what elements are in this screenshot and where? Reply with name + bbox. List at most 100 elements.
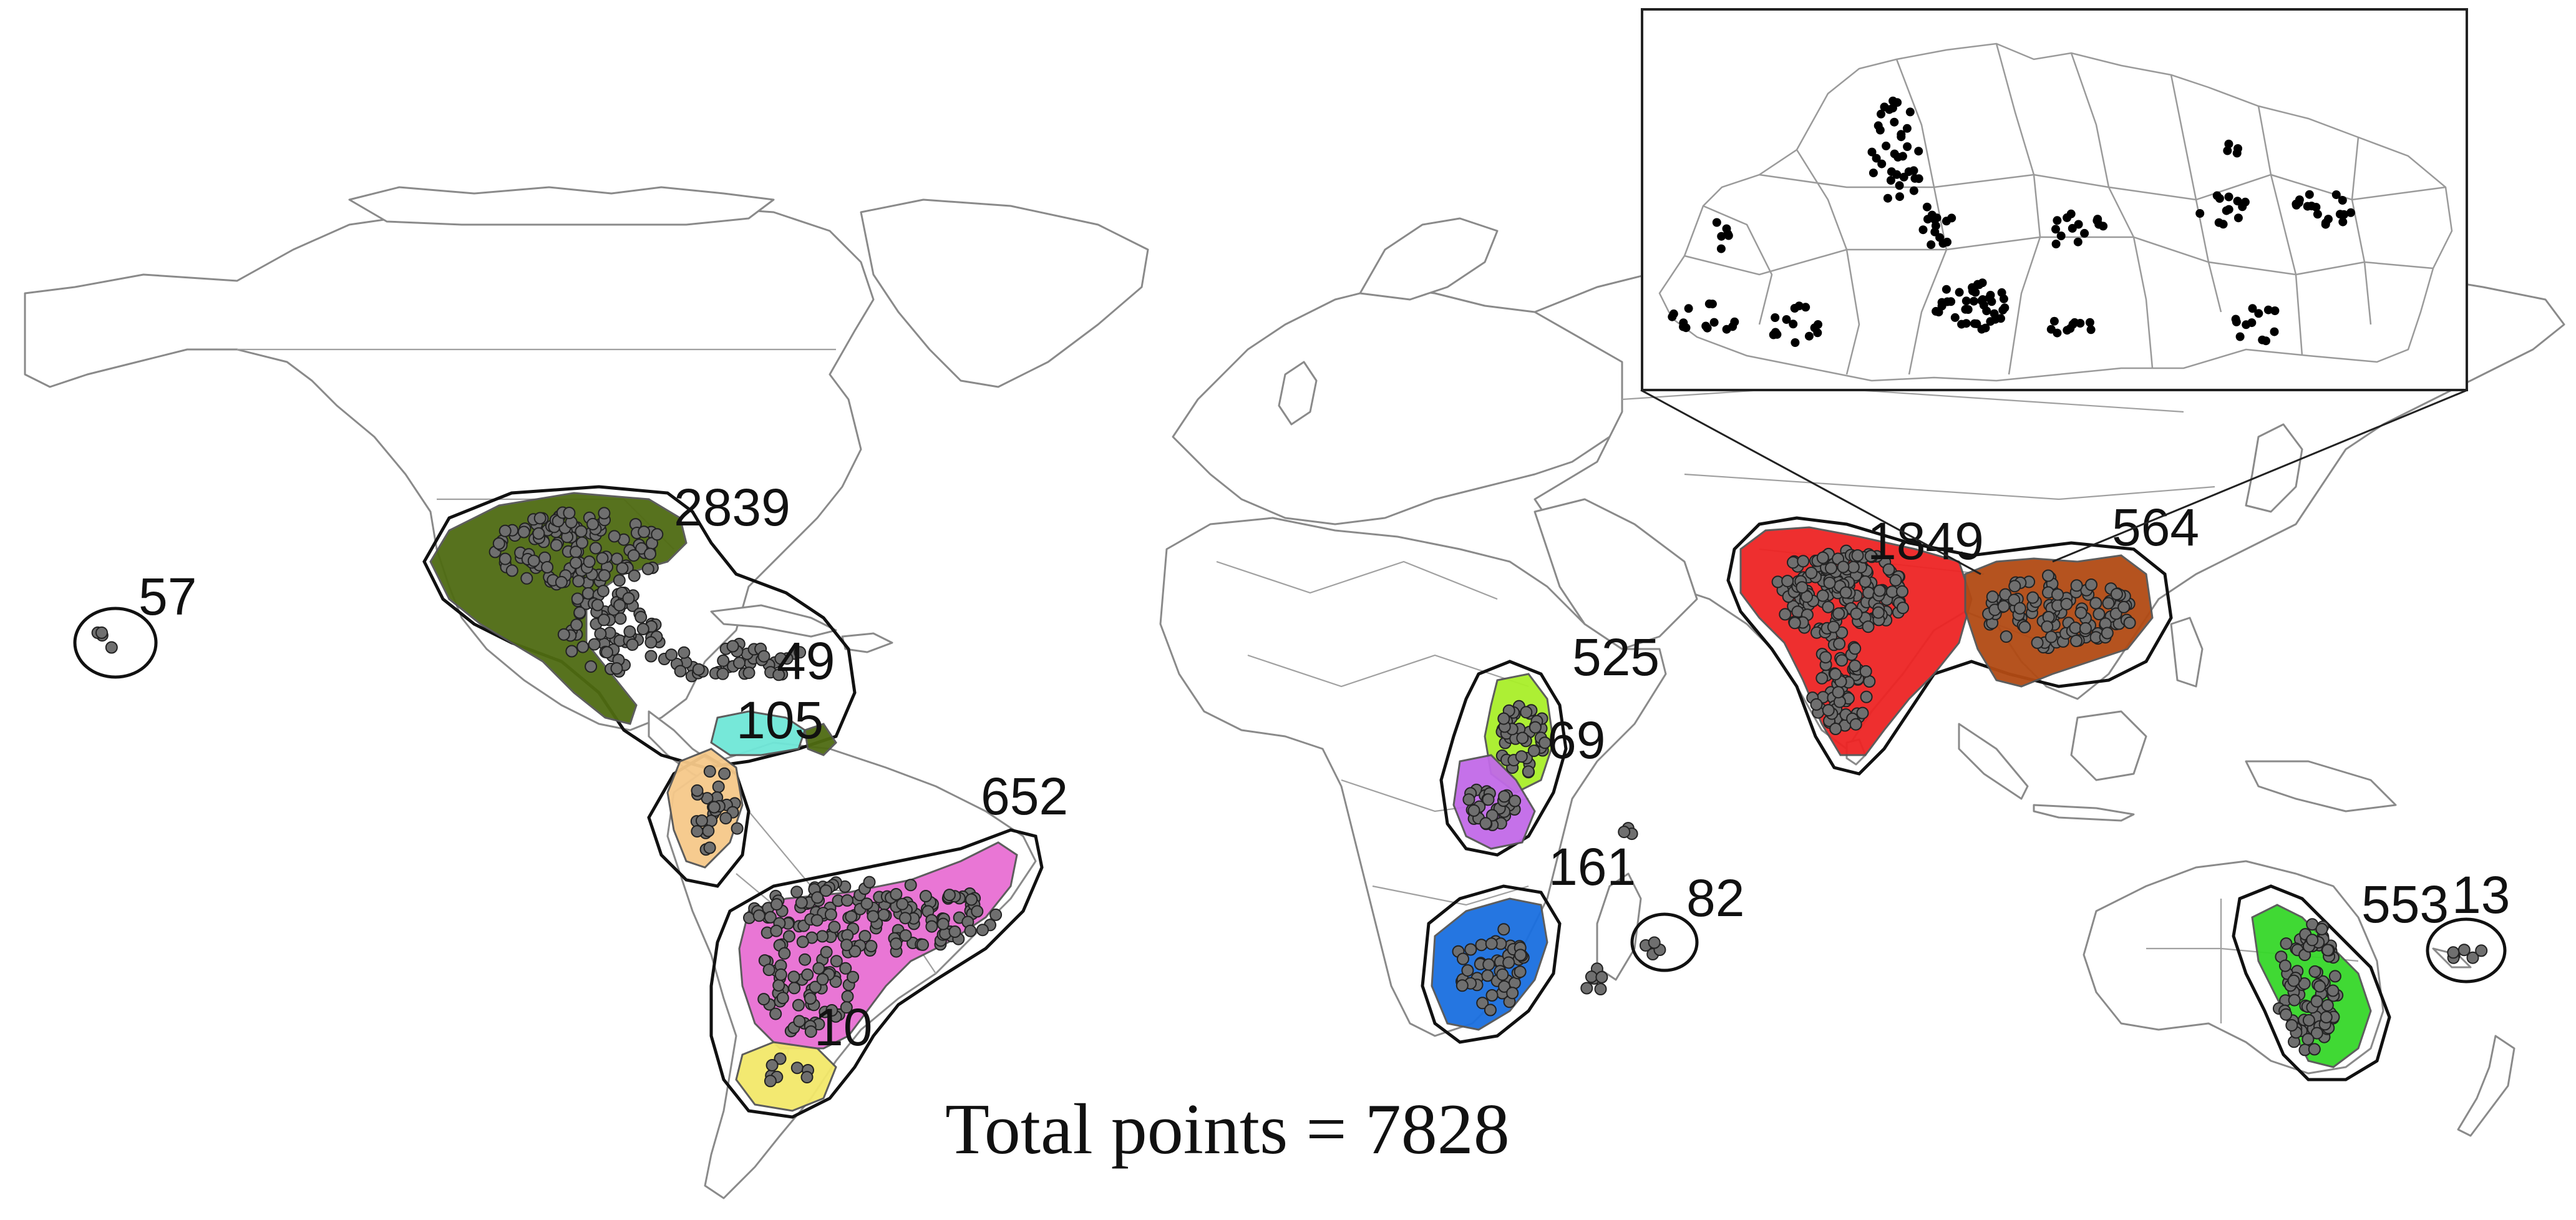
occurrence-point: [1797, 555, 1810, 568]
inset-point: [1898, 152, 1907, 161]
occurrence-point: [626, 638, 639, 651]
inset-point: [1895, 192, 1904, 202]
occurrence-point: [492, 537, 505, 550]
occurrence-point: [570, 618, 583, 632]
occurrence-point: [845, 910, 858, 923]
occurrence-point: [576, 640, 590, 653]
occurrence-point: [774, 968, 787, 981]
occurrence-point: [2475, 944, 2488, 957]
inset-point: [2066, 209, 2076, 218]
occurrence-point: [1514, 949, 1527, 962]
occurrence-point: [848, 945, 862, 958]
occurrence-point: [105, 641, 118, 654]
count-argentina: 10: [814, 998, 872, 1057]
inset-point: [1934, 308, 1943, 317]
occurrence-point: [1482, 793, 1495, 806]
inset-point: [1791, 338, 1800, 347]
occurrence-point: [1856, 706, 1869, 720]
inset-point: [1947, 213, 1956, 223]
buffer-south-america: [709, 828, 1044, 1119]
inset-point: [1771, 313, 1780, 322]
occurrence-point: [517, 525, 530, 539]
occurrence-point: [588, 638, 601, 651]
occurrence-point: [1648, 936, 1661, 949]
inset-point: [1814, 320, 1822, 329]
inset-point: [2063, 326, 2072, 335]
inset-point: [1961, 305, 1970, 314]
occurrence-point: [1862, 620, 1875, 633]
occurrence-point: [1816, 551, 1829, 564]
inset-point: [1769, 330, 1778, 339]
occurrence-point: [2069, 622, 2082, 635]
inset-point: [1971, 288, 1980, 297]
inset-point: [1782, 315, 1791, 324]
occurrence-point: [1618, 826, 1631, 839]
occurrence-point: [1781, 575, 1794, 588]
inset-point: [1961, 296, 1971, 306]
inset-point: [1955, 288, 1964, 297]
inset-leader-right: [2052, 389, 2468, 563]
occurrence-point: [762, 964, 775, 977]
inset-point: [1717, 232, 1726, 241]
occurrence-point: [2313, 980, 2326, 993]
inset-point: [2346, 208, 2355, 217]
occurrence-point: [634, 610, 648, 623]
occurrence-point: [793, 1015, 806, 1028]
count-labels: 57 2839 49 105 652 10 525 69 161 82 1849…: [139, 478, 2510, 1057]
occurrence-point: [2117, 600, 2131, 613]
inset-point: [1722, 224, 1731, 233]
inset-point: [2068, 223, 2077, 233]
occurrence-point: [819, 884, 832, 897]
occurrence-point: [2085, 578, 2097, 591]
occurrence-point: [591, 598, 604, 612]
inset-point: [1789, 320, 1798, 329]
count-india: 1849: [1867, 512, 1984, 570]
occurrence-point: [1832, 686, 1845, 699]
occurrence-point: [570, 556, 582, 569]
inset-point: [1990, 309, 1999, 318]
total-points-label: Total points = 7828: [945, 1090, 1510, 1169]
occurrence-point: [858, 930, 872, 943]
occurrence-point: [796, 935, 809, 949]
occurrence-point: [812, 962, 825, 975]
occurrence-point: [811, 891, 824, 904]
occurrence-point: [598, 569, 611, 582]
occurrence-point: [1485, 809, 1499, 822]
occurrence-point: [703, 841, 716, 854]
occurrence-point: [825, 1004, 838, 1017]
occurrence-point: [896, 897, 909, 910]
occurrence-point: [665, 648, 678, 661]
buffer-east-africa: [1439, 660, 1568, 857]
occurrence-point: [792, 998, 805, 1012]
occurrence-point: [563, 507, 576, 519]
inset-point: [2080, 228, 2089, 238]
count-australia: 553: [2361, 875, 2449, 934]
occurrence-point: [581, 587, 595, 600]
occurrence-point: [703, 765, 716, 778]
inset-point: [1996, 314, 2005, 323]
inset-point: [2338, 217, 2348, 227]
inset-point: [1716, 244, 1726, 253]
cluster-caribbean-green: [804, 723, 837, 756]
occurrence-point: [1837, 560, 1850, 573]
inset-point: [2085, 318, 2094, 327]
occurrence-point: [799, 953, 812, 966]
occurrence-point: [527, 554, 540, 567]
occurrence-point: [2123, 617, 2136, 629]
inset-point: [2340, 210, 2348, 219]
inset-point: [2242, 320, 2251, 329]
occurrence-point: [571, 592, 584, 605]
count-caribbean: 49: [777, 632, 835, 690]
inset-point: [2235, 332, 2245, 341]
inset-point: [2305, 190, 2314, 199]
occurrence-point: [2308, 965, 2321, 978]
occurrence-point: [772, 668, 785, 681]
occurrence-point: [1823, 577, 1836, 589]
occurrence-point: [1467, 804, 1480, 817]
occurrence-point: [801, 968, 814, 981]
occurrence-point: [770, 924, 783, 937]
occurrence-point: [774, 652, 787, 665]
occurrence-point: [1514, 965, 1527, 978]
occurrence-point: [691, 825, 704, 838]
